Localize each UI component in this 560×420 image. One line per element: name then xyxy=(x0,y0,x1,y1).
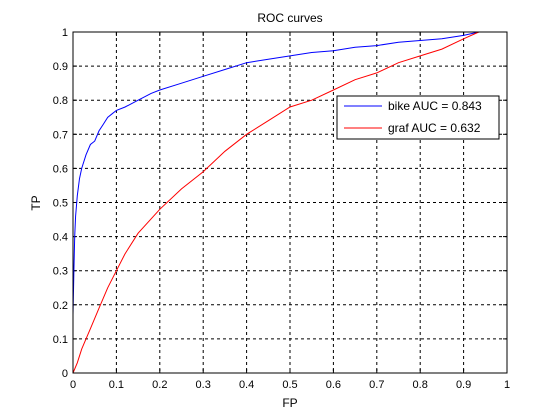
x-tick-label: 0.7 xyxy=(369,379,384,391)
y-tick-label: 0.5 xyxy=(53,198,68,210)
x-tick-label: 0.8 xyxy=(413,379,428,391)
legend-label-graf: graf AUC = 0.632 xyxy=(388,121,481,135)
x-tick-label: 0.5 xyxy=(282,379,297,391)
x-tick-label: 0.4 xyxy=(239,379,254,391)
x-tick-label: 0.3 xyxy=(196,379,211,391)
y-tick-label: 0.7 xyxy=(53,129,68,141)
y-tick-label: 1 xyxy=(62,27,68,39)
y-tick-label: 0.1 xyxy=(53,334,68,346)
x-tick-label: 0.9 xyxy=(456,379,471,391)
series-line-graf xyxy=(72,31,480,374)
legend-label-bike: bike AUC = 0.843 xyxy=(388,99,482,113)
x-tick-label: 0 xyxy=(70,379,76,391)
legend: bike AUC = 0.843 graf AUC = 0.632 xyxy=(336,95,500,140)
legend-box xyxy=(336,95,500,140)
x-tick-label: 0.6 xyxy=(326,379,341,391)
y-axis-label: TP xyxy=(29,195,43,210)
y-tick-label: 0.9 xyxy=(53,61,68,73)
plot-frame xyxy=(72,31,508,374)
x-tick-label: 1 xyxy=(504,379,510,391)
series-lines xyxy=(72,31,480,374)
x-tick-label: 0.1 xyxy=(109,379,124,391)
grid xyxy=(73,32,507,373)
y-tick-label: 0 xyxy=(62,368,68,380)
x-tick-label: 0.2 xyxy=(152,379,167,391)
axis-ticks: 0 0.1 0.2 0.3 0.4 0.5 0.6 0.7 0.8 0.9 1 0 0.1 0.2 0.3 0… xyxy=(53,27,510,391)
y-tick-label: 0.3 xyxy=(53,266,68,278)
x-axis-label: FP xyxy=(282,396,297,410)
series-line-bike xyxy=(72,31,479,316)
y-tick-label: 0.4 xyxy=(53,232,68,244)
y-tick-label: 0.2 xyxy=(53,300,68,312)
y-tick-label: 0.6 xyxy=(53,163,68,175)
chart-title: ROC curves xyxy=(257,11,322,25)
y-tick-label: 0.8 xyxy=(53,95,68,107)
